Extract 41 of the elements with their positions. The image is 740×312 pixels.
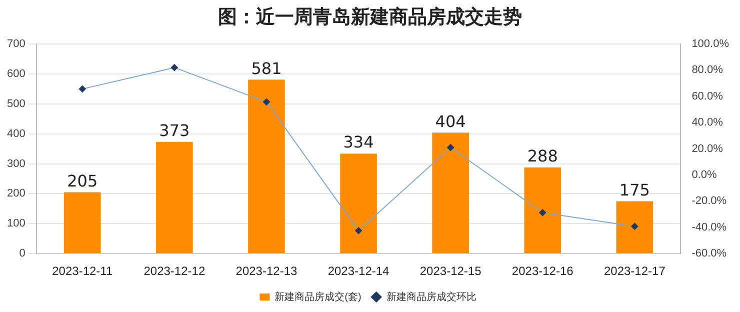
- legend-label: 新建商品房成交环比: [386, 290, 476, 303]
- data-label: 404: [435, 112, 466, 131]
- bar: [524, 167, 562, 254]
- y2-tick-label: -40.0%: [692, 221, 727, 234]
- y-tick-label: 200: [6, 188, 26, 200]
- y2-tick-label: 40.0%: [692, 116, 724, 129]
- chart-title: 图：近一周青岛新建商品房成交走势: [217, 5, 523, 30]
- bar: [616, 201, 654, 254]
- x-tick-label: 2023-12-13: [236, 264, 298, 278]
- y-tick-label: 500: [6, 98, 26, 110]
- bar: [156, 142, 193, 254]
- y2-tick-label: 0.0%: [692, 169, 717, 182]
- data-label: 205: [67, 171, 98, 190]
- y2-tick-label: 20.0%: [692, 142, 724, 155]
- x-tick-label: 2023-12-11: [52, 264, 113, 278]
- x-tick-label: 2023-12-17: [604, 264, 666, 278]
- y-tick-label: 400: [6, 128, 26, 140]
- y2-tick-label: -20.0%: [692, 195, 727, 208]
- x-tick-label: 2023-12-12: [144, 264, 206, 278]
- y-tick-label: 0: [19, 248, 26, 260]
- x-tick-label: 2023-12-15: [420, 264, 482, 278]
- data-label: 175: [619, 180, 650, 200]
- y-tick-label: 600: [6, 68, 26, 80]
- bar: [340, 154, 377, 254]
- y-tick-label: 700: [6, 38, 26, 50]
- data-label: 581: [251, 58, 282, 78]
- bar: [64, 192, 101, 254]
- data-label: 373: [159, 121, 190, 140]
- y2-tick-label: -60.0%: [692, 248, 727, 260]
- legend-label: 新建商品房成交(套): [274, 290, 362, 303]
- bar: [248, 80, 285, 254]
- y2-tick-label: 80.0%: [692, 64, 724, 76]
- bar: [432, 132, 469, 254]
- data-label: 334: [343, 132, 374, 152]
- y2-tick-label: 60.0%: [692, 90, 724, 102]
- x-tick-label: 2023-12-16: [512, 264, 574, 278]
- y-tick-label: 300: [6, 158, 26, 170]
- y-tick-label: 100: [6, 218, 26, 230]
- y2-tick-label: 100.0%: [692, 38, 730, 50]
- data-label: 288: [527, 146, 558, 166]
- x-tick-label: 2023-12-14: [328, 264, 390, 278]
